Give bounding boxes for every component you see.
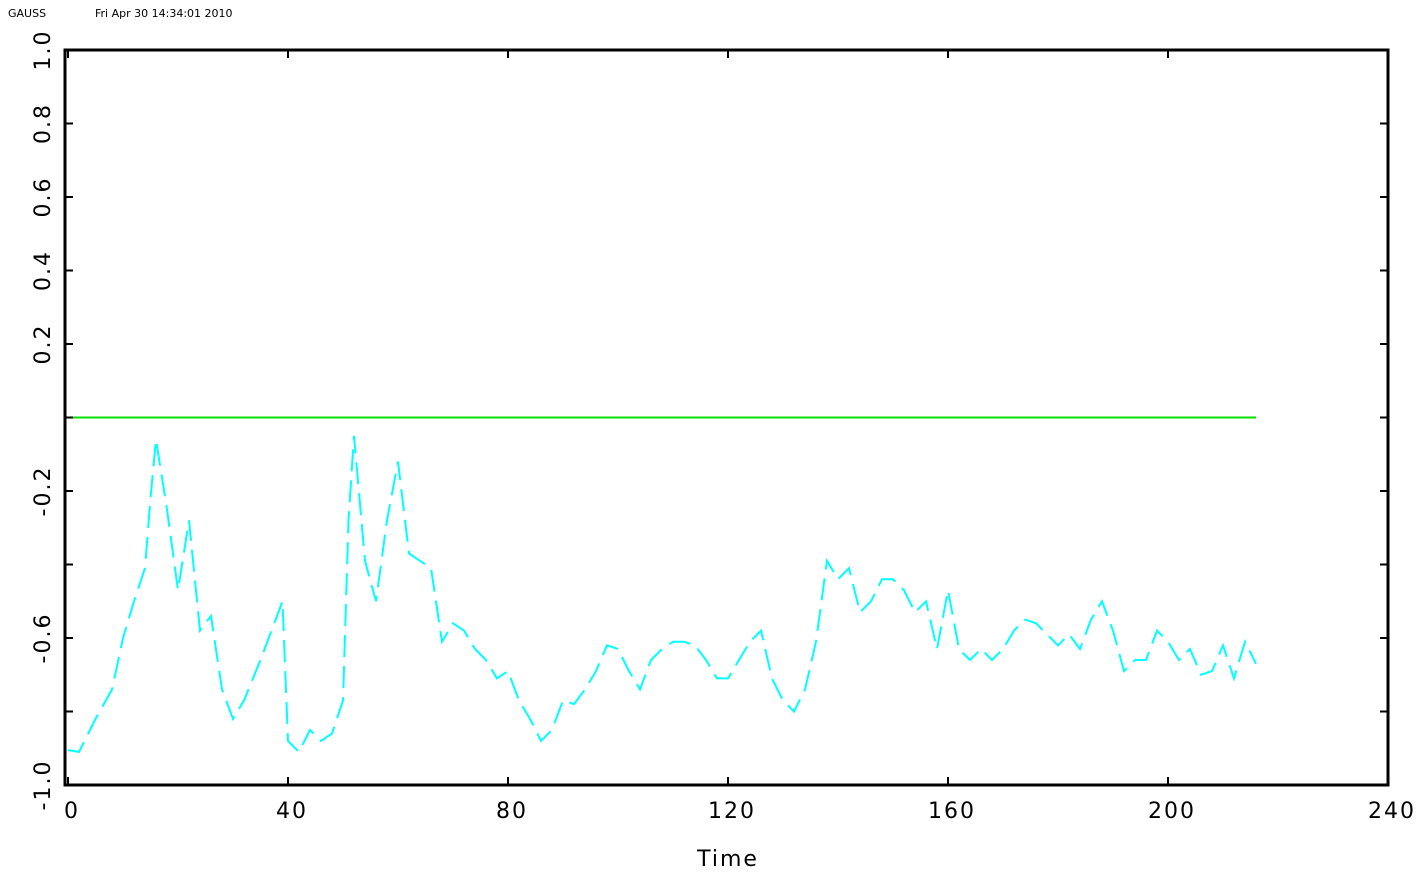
x-tick-label: 160 [928, 799, 976, 824]
y-tick-label: 1.0 [31, 30, 56, 71]
x-tick-label: 240 [1368, 799, 1416, 824]
series-line [67, 435, 1257, 754]
header: GAUSS [8, 7, 46, 20]
y-tick-label: -0.2 [31, 466, 56, 517]
y-tick-label: 0.6 [31, 177, 56, 218]
y-tick-label: 0.2 [31, 324, 56, 365]
y-tick-label: 0.4 [31, 250, 56, 291]
x-tick-label: 200 [1148, 799, 1196, 824]
y-tick-label: 0.8 [31, 103, 56, 144]
timestamp: Fri Apr 30 14:34:01 2010 [95, 7, 233, 20]
x-tick-label: 80 [496, 799, 528, 824]
x-axis-label: Time [696, 847, 759, 872]
x-tick-label: 40 [276, 799, 308, 824]
y-tick-label: -0.6 [31, 613, 56, 664]
y-tick-label: -1.0 [31, 760, 56, 811]
x-tick-label: 120 [708, 799, 756, 824]
x-tick-label: 0 [64, 799, 80, 824]
